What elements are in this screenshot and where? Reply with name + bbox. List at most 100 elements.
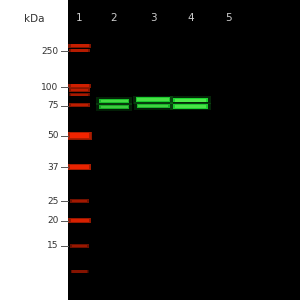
- Bar: [173, 98, 208, 102]
- Bar: [68, 44, 91, 47]
- Bar: [71, 200, 88, 202]
- Bar: [70, 199, 89, 203]
- Bar: [70, 199, 89, 203]
- Bar: [70, 49, 89, 52]
- Bar: [69, 103, 90, 107]
- Text: 5: 5: [225, 13, 231, 23]
- Bar: [69, 88, 90, 92]
- Bar: [72, 200, 87, 202]
- Bar: [70, 49, 89, 52]
- Bar: [72, 270, 88, 273]
- Bar: [71, 244, 88, 247]
- Bar: [69, 218, 90, 223]
- Bar: [70, 165, 89, 170]
- Bar: [69, 218, 90, 223]
- Bar: [173, 104, 208, 109]
- Bar: [69, 103, 90, 107]
- Bar: [69, 164, 90, 170]
- Bar: [69, 132, 91, 139]
- Text: 15: 15: [47, 242, 58, 250]
- Bar: [70, 49, 89, 52]
- Bar: [69, 84, 90, 88]
- Bar: [70, 93, 89, 96]
- Bar: [99, 105, 129, 109]
- Bar: [69, 164, 90, 170]
- Bar: [69, 44, 90, 47]
- Bar: [68, 164, 91, 170]
- Bar: [68, 164, 91, 170]
- Bar: [71, 200, 88, 202]
- Bar: [69, 44, 90, 47]
- Bar: [96, 103, 132, 111]
- Bar: [71, 94, 88, 96]
- Bar: [70, 84, 88, 87]
- Bar: [70, 44, 88, 47]
- Text: 100: 100: [41, 82, 58, 91]
- Bar: [69, 218, 90, 223]
- Bar: [68, 218, 91, 223]
- Bar: [70, 199, 89, 203]
- Bar: [72, 270, 87, 273]
- Bar: [71, 270, 88, 273]
- Bar: [175, 99, 206, 101]
- Bar: [70, 219, 88, 222]
- Bar: [100, 106, 127, 108]
- Bar: [69, 49, 90, 52]
- Bar: [136, 104, 169, 108]
- Bar: [68, 132, 91, 139]
- Bar: [70, 103, 89, 106]
- Bar: [96, 97, 132, 105]
- Bar: [70, 84, 89, 88]
- Bar: [70, 88, 89, 92]
- Bar: [134, 102, 172, 110]
- Bar: [69, 88, 90, 92]
- Bar: [136, 97, 170, 102]
- Bar: [68, 44, 91, 47]
- Bar: [69, 49, 90, 52]
- Bar: [71, 94, 88, 96]
- Text: 4: 4: [187, 13, 194, 23]
- Bar: [137, 98, 169, 101]
- Bar: [70, 244, 89, 248]
- Bar: [69, 103, 90, 107]
- Bar: [69, 44, 90, 47]
- Text: 1: 1: [76, 13, 83, 23]
- Bar: [70, 93, 89, 96]
- Bar: [70, 84, 90, 88]
- Bar: [69, 84, 90, 88]
- Bar: [69, 218, 90, 223]
- Bar: [68, 132, 91, 139]
- Bar: [170, 96, 211, 104]
- Bar: [70, 94, 88, 96]
- Bar: [70, 218, 89, 223]
- Bar: [70, 244, 89, 248]
- Bar: [71, 89, 88, 91]
- Bar: [170, 103, 211, 110]
- Bar: [70, 44, 90, 47]
- Text: 20: 20: [47, 216, 58, 225]
- Bar: [69, 88, 90, 92]
- Bar: [69, 84, 90, 88]
- Bar: [70, 49, 89, 52]
- Bar: [68, 0, 300, 300]
- Bar: [100, 100, 127, 102]
- Bar: [175, 105, 206, 108]
- Bar: [70, 94, 89, 96]
- Bar: [71, 270, 88, 273]
- Bar: [72, 271, 87, 272]
- Bar: [69, 103, 90, 107]
- Bar: [70, 244, 89, 248]
- Bar: [70, 88, 89, 92]
- Bar: [69, 164, 90, 170]
- Bar: [70, 270, 88, 273]
- Bar: [71, 200, 88, 202]
- Bar: [99, 99, 129, 103]
- Text: 25: 25: [47, 196, 58, 206]
- Text: 3: 3: [150, 13, 156, 23]
- Bar: [69, 132, 90, 139]
- Bar: [71, 103, 88, 106]
- Bar: [69, 132, 90, 139]
- Bar: [70, 93, 89, 96]
- Bar: [70, 88, 89, 92]
- Bar: [70, 103, 89, 107]
